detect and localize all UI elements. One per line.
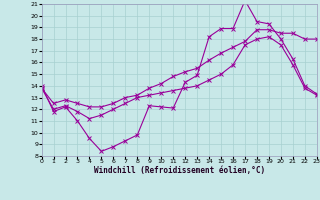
X-axis label: Windchill (Refroidissement éolien,°C): Windchill (Refroidissement éolien,°C) [94,166,265,175]
